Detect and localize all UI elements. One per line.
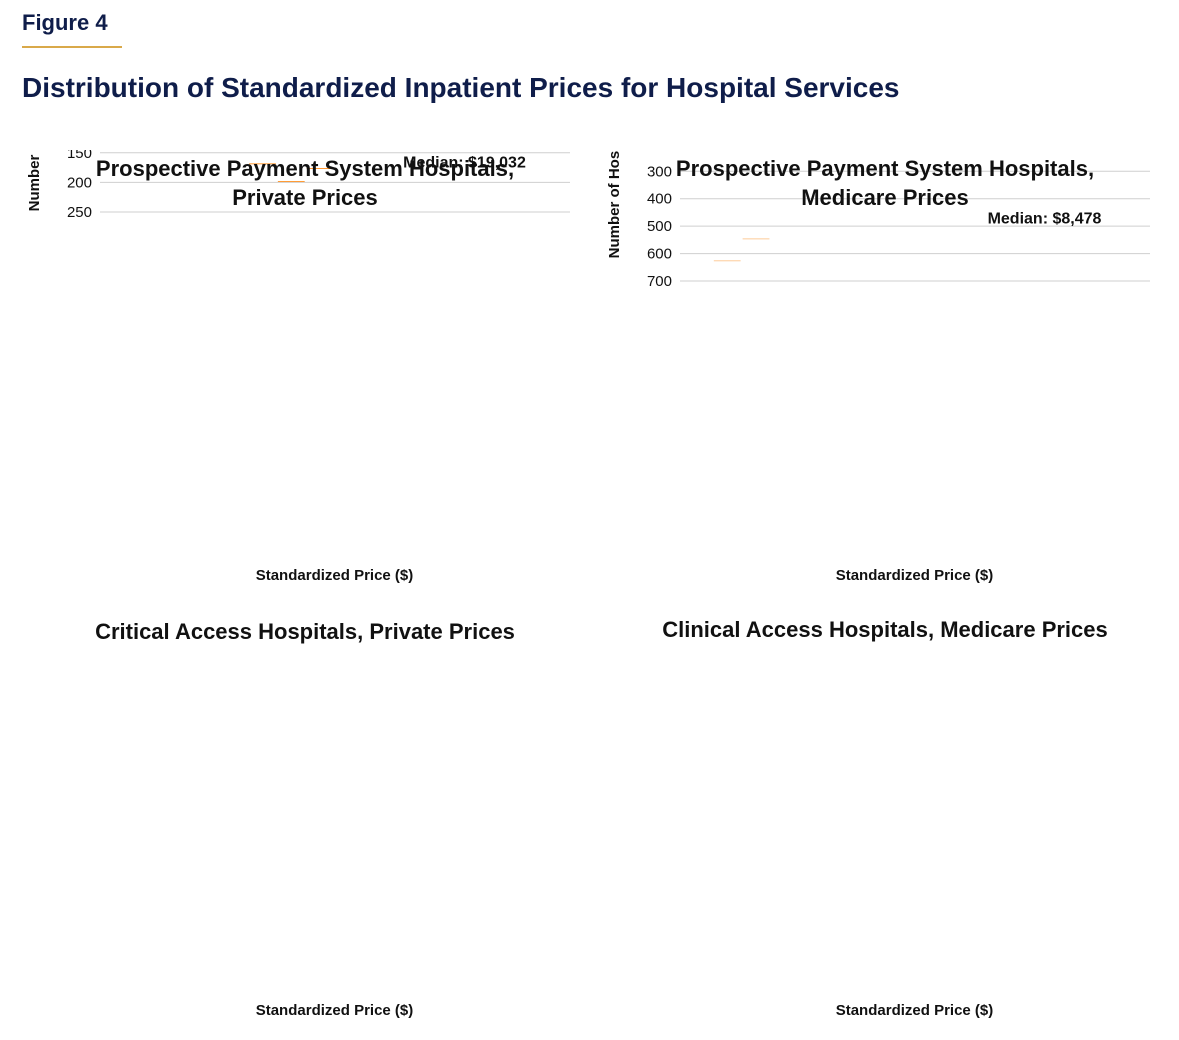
chart-title: Clinical Access Hospitals, Medicare Pric… [662,617,1108,642]
chart-panel-pps-medicare: Prospective Payment System Hospitals, Me… [600,81,1170,590]
figure-label-underline [22,46,122,48]
y-tick-label: 400 [647,191,672,208]
chart-canvas: 01002003004005006007006,00010,00014,0001… [606,81,1168,584]
histogram-bar [713,260,741,262]
histogram-bar [742,238,770,240]
figure-title: Distribution of Standardized Inpatient P… [22,72,900,103]
y-tick-label: 200 [647,150,672,153]
y-tick-label: 600 [647,246,672,263]
chart-panel-cah-medicare: Clinical Access Hospitals, Medicare Pric… [600,286,1170,1032]
y-tick-label: 300 [647,163,672,180]
x-axis-title: Standardized Price ($) [256,1002,414,1019]
histogram-bar [249,163,276,165]
chart-canvas: 0501001502002506,00010,00014,00018,00022… [26,56,588,584]
y-tick-label: 250 [67,204,92,221]
y-tick-label: 700 [647,273,672,290]
x-axis-title: Standardized Price ($) [836,1002,994,1019]
y-tick-label: 200 [67,174,92,191]
histogram-bar [277,181,305,183]
chart-canvas: 024681012141618206,00010,00014,00018,000… [606,286,1168,1019]
chart-panel-pps-private: Prospective Payment System Hospitals, Pr… [20,56,590,590]
chart-title: Prospective Payment System Hospitals, Me… [675,156,1095,210]
chart-panel-cah-private: Critical Access Hospitals, Private Price… [20,271,590,1032]
x-axis-title: Standardized Price ($) [836,567,994,584]
chart-canvas: 02468101214166,00010,00014,00018,00022,0… [26,271,588,1019]
figure-label: Figure 4 [22,10,108,35]
y-tick-label: 500 [647,218,672,235]
histogram-bar [306,168,334,169]
median-annotation: Median: $8,478 [988,210,1102,227]
y-tick-label: 150 [67,150,92,162]
chart-title: Prospective Payment System Hospitals, Pr… [95,156,515,210]
median-annotation: Median: $19,032 [403,155,526,172]
x-axis-title: Standardized Price ($) [256,567,414,584]
chart-title: Critical Access Hospitals, Private Price… [95,619,515,644]
